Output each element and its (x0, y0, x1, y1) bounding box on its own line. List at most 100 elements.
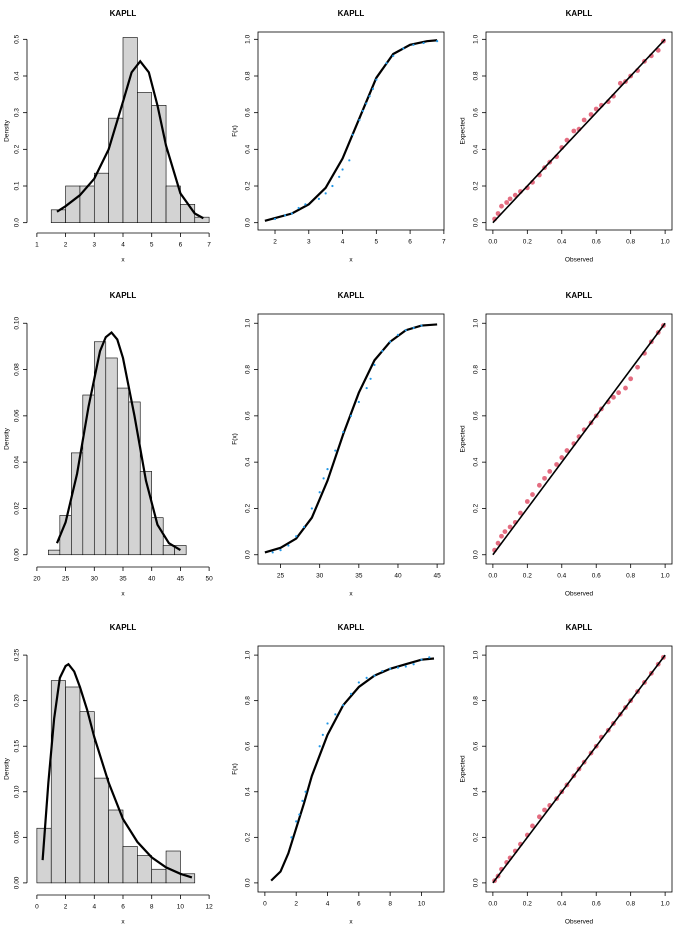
bar (137, 855, 153, 884)
point (499, 533, 504, 539)
x-tick-label: 6 (179, 242, 183, 249)
y-tick-label: 0.2 (245, 181, 252, 190)
point (502, 529, 508, 534)
x-tick-label: 4 (92, 904, 96, 911)
y-axis-label: Density (4, 757, 11, 779)
y-tick-label: 0.10 (14, 785, 21, 798)
point (381, 669, 384, 673)
plot-frame (485, 31, 673, 231)
y-tick-label: 0.4 (473, 457, 480, 466)
x-tick-label: 0.0 (488, 901, 497, 908)
curve (264, 323, 438, 554)
y-tick-label: 0.2 (245, 832, 252, 841)
point (628, 376, 634, 382)
point (295, 820, 298, 823)
point (284, 214, 287, 217)
panel: KAPLL x F(x) 2 3 4 5 6 7 0.0 0.2 0.4 0.6 0.8 1.0 (232, 9, 446, 264)
point (616, 390, 622, 396)
bar (82, 394, 95, 556)
x-tick-label: 0.8 (626, 573, 635, 580)
x-tick-label: 1.0 (661, 573, 670, 580)
x-tick-label: 2 (294, 901, 298, 908)
y-tick-label: 0.6 (473, 741, 480, 750)
panel: KAPLL Observed Expected 0.0 0.2 0.4 0.6 0.8 1.0 0… (460, 9, 673, 264)
y-tick-label: 0.4 (245, 144, 252, 153)
panel: KAPLL x Density 1 2 3 4 5 6 7 0.0 0.1 0.2 0.3 0.4 0.5 (4, 9, 212, 264)
y-tick-label: 1.0 (473, 650, 480, 659)
y-tick-label: 0.06 (14, 409, 21, 422)
chart-title: KAPLL (566, 291, 593, 300)
point (357, 681, 360, 684)
x-tick-label: 10 (177, 904, 185, 911)
x-tick-label: 0.2 (523, 901, 532, 908)
chart-title: KAPLL (110, 623, 137, 632)
x-tick-label: 6 (121, 904, 125, 911)
point (342, 430, 345, 434)
point (349, 414, 353, 417)
y-axis-label: F(x) (232, 763, 239, 775)
point (290, 836, 293, 839)
bar (93, 172, 109, 223)
point (542, 807, 547, 813)
point (542, 475, 547, 481)
point (559, 455, 565, 460)
point (287, 544, 290, 547)
x-tick-label: 1.0 (661, 901, 670, 908)
y-tick-label: 0.04 (14, 455, 21, 468)
point (375, 78, 378, 81)
x-tick-label: 45 (434, 573, 442, 580)
y-tick-label: 0.8 (245, 71, 252, 80)
x-tick-label: 6 (408, 239, 412, 246)
x-tick-label: 10 (418, 901, 426, 908)
point (338, 175, 341, 178)
y-tick-label: 0.2 (473, 181, 480, 190)
panel: KAPLL Observed Expected 0.0 0.2 0.4 0.6 0.8 1.0 0… (460, 623, 673, 926)
point (507, 524, 513, 530)
bar (128, 401, 141, 556)
x-axis-label: x (121, 919, 125, 926)
y-tick-label: 0.2 (245, 504, 252, 513)
bar (151, 105, 167, 223)
point (404, 329, 407, 332)
x-axis-label: x (349, 919, 353, 926)
bar (180, 204, 196, 223)
panel: KAPLL Observed Expected 0.0 0.2 0.4 0.6 0.8 1.0 0… (460, 291, 673, 598)
bar (174, 545, 187, 556)
y-tick-label: 0.1 (14, 181, 21, 190)
point (365, 386, 368, 390)
y-tick-label: 0.05 (14, 831, 21, 844)
point (518, 510, 523, 516)
x-tick-label: 0.4 (557, 239, 566, 246)
y-tick-label: 0.08 (14, 363, 21, 376)
y-tick-label: 0.4 (473, 787, 480, 796)
point (334, 449, 337, 452)
point (420, 658, 423, 661)
point (273, 217, 277, 221)
y-tick-label: 1.0 (245, 318, 252, 327)
point (571, 128, 577, 134)
curve (492, 322, 666, 556)
plot-frame (485, 313, 673, 565)
point (271, 551, 274, 554)
chart-title: KAPLL (110, 291, 137, 300)
point (655, 47, 661, 53)
y-tick-label: 0.0 (14, 218, 21, 227)
point (301, 799, 304, 802)
x-tick-label: 0.0 (488, 239, 497, 246)
x-tick-label: 0.8 (626, 901, 635, 908)
point (341, 168, 344, 171)
bar (93, 777, 109, 884)
panel: KAPLL x Density 0 2 4 6 8 10 12 0.00 0.05 0.10 0.15 0.… (4, 623, 213, 926)
bar (122, 846, 138, 884)
x-tick-label: 0.4 (557, 573, 566, 580)
curve (56, 59, 204, 220)
y-tick-label: 1.0 (473, 34, 480, 43)
chart-title: KAPLL (566, 623, 593, 632)
point (404, 665, 407, 668)
point (412, 43, 415, 46)
point (512, 192, 518, 198)
y-axis-label: Expected (460, 755, 467, 782)
x-tick-label: 0.6 (592, 901, 601, 908)
point (504, 200, 510, 205)
point (554, 462, 560, 467)
